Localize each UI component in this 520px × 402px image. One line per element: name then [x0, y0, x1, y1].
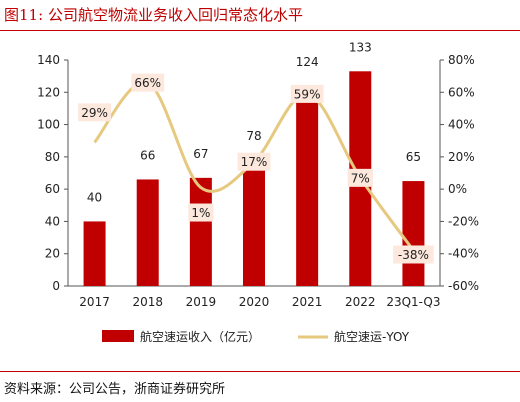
data-labels: 40 66 67 78 124 133 65 29% 66% 1% 17% 59% 7% -38%: [78, 40, 434, 264]
bar-value-label: 40: [87, 190, 102, 204]
source-rule: [0, 371, 520, 372]
yoy-label-box: [78, 103, 111, 122]
bar-value-label: 78: [246, 129, 261, 143]
bar-value-label: 133: [349, 40, 372, 54]
right-tick-label: 0%: [448, 182, 467, 196]
left-tick-label: 80: [45, 150, 60, 164]
bar: [243, 160, 265, 286]
right-tick-label: -20%: [448, 214, 479, 228]
yoy-label-box: [131, 73, 165, 92]
bar-value-label: 65: [406, 150, 421, 164]
bar-value-label: 66: [140, 148, 155, 162]
yoy-label-box: [237, 152, 271, 171]
bar: [83, 221, 106, 286]
bar-value-label: 67: [193, 147, 208, 161]
yoy-value-label: 17%: [241, 155, 268, 169]
combo-chart: 0 20 40 60 80 100 120 140 -60% -40% -20% 0% 20% 40% 60…: [37, 40, 479, 344]
bar: [296, 85, 319, 286]
yoy-value-label: -38%: [398, 248, 429, 262]
yoy-label-box: [188, 203, 214, 222]
bar-series: [83, 71, 425, 286]
right-tick-label: 60%: [448, 85, 475, 99]
x-tick-label: 2022: [345, 295, 376, 309]
left-tick-label: 20: [45, 247, 60, 261]
right-tick-label: -40%: [448, 247, 479, 261]
left-tick-label: 0: [52, 279, 60, 293]
yoy-value-label: 29%: [81, 106, 108, 120]
x-tick-label: 2017: [79, 295, 110, 309]
right-tick-label: 40%: [448, 118, 475, 132]
yoy-value-label: 59%: [294, 87, 321, 101]
yoy-value-label: 7%: [351, 171, 370, 185]
yoy-label-box: [290, 84, 324, 103]
x-tick-label: 2020: [239, 295, 270, 309]
legend-bar-swatch: [102, 330, 134, 342]
legend: 航空速运收入（亿元） 航空速运-YOY: [102, 329, 410, 344]
figure-label: 图11:: [4, 6, 44, 24]
right-tick-label: 80%: [448, 53, 475, 67]
title-rule: [0, 30, 520, 31]
left-tick-label: 140: [37, 53, 60, 67]
axes: 0 20 40 60 80 100 120 140 -60% -40% -20% 0% 20% 40% 60…: [37, 53, 479, 309]
bar: [189, 177, 212, 286]
figure-title: 公司航空物流业务收入回归常态化水平: [47, 6, 303, 24]
x-tick-label: 2019: [186, 295, 217, 309]
x-tick-label: 2018: [132, 295, 163, 309]
left-tick-label: 100: [37, 118, 60, 132]
yoy-label-box: [393, 245, 434, 264]
bar: [136, 179, 159, 286]
right-tick-label: -60%: [448, 279, 479, 293]
right-tick-label: 20%: [448, 150, 475, 164]
legend-line-label: 航空速运-YOY: [334, 329, 410, 344]
bar: [402, 181, 425, 286]
bar-value-label: 124: [296, 55, 319, 69]
x-tick-label: 2021: [292, 295, 323, 309]
left-tick-label: 40: [45, 214, 60, 228]
left-tick-label: 120: [37, 85, 60, 99]
source-note: 资料来源：公司公告，浙商证券研究所: [4, 382, 226, 397]
left-tick-label: 60: [45, 182, 60, 196]
chart-title: 图11: 公司航空物流业务收入回归常态化水平: [4, 4, 303, 25]
x-tick-label: 23Q1-Q3: [386, 295, 440, 309]
yoy-value-label: 1%: [191, 206, 210, 220]
legend-bar-label: 航空速运收入（亿元）: [140, 329, 260, 344]
yoy-value-label: 66%: [134, 76, 161, 90]
yoy-label-box: [347, 168, 373, 187]
